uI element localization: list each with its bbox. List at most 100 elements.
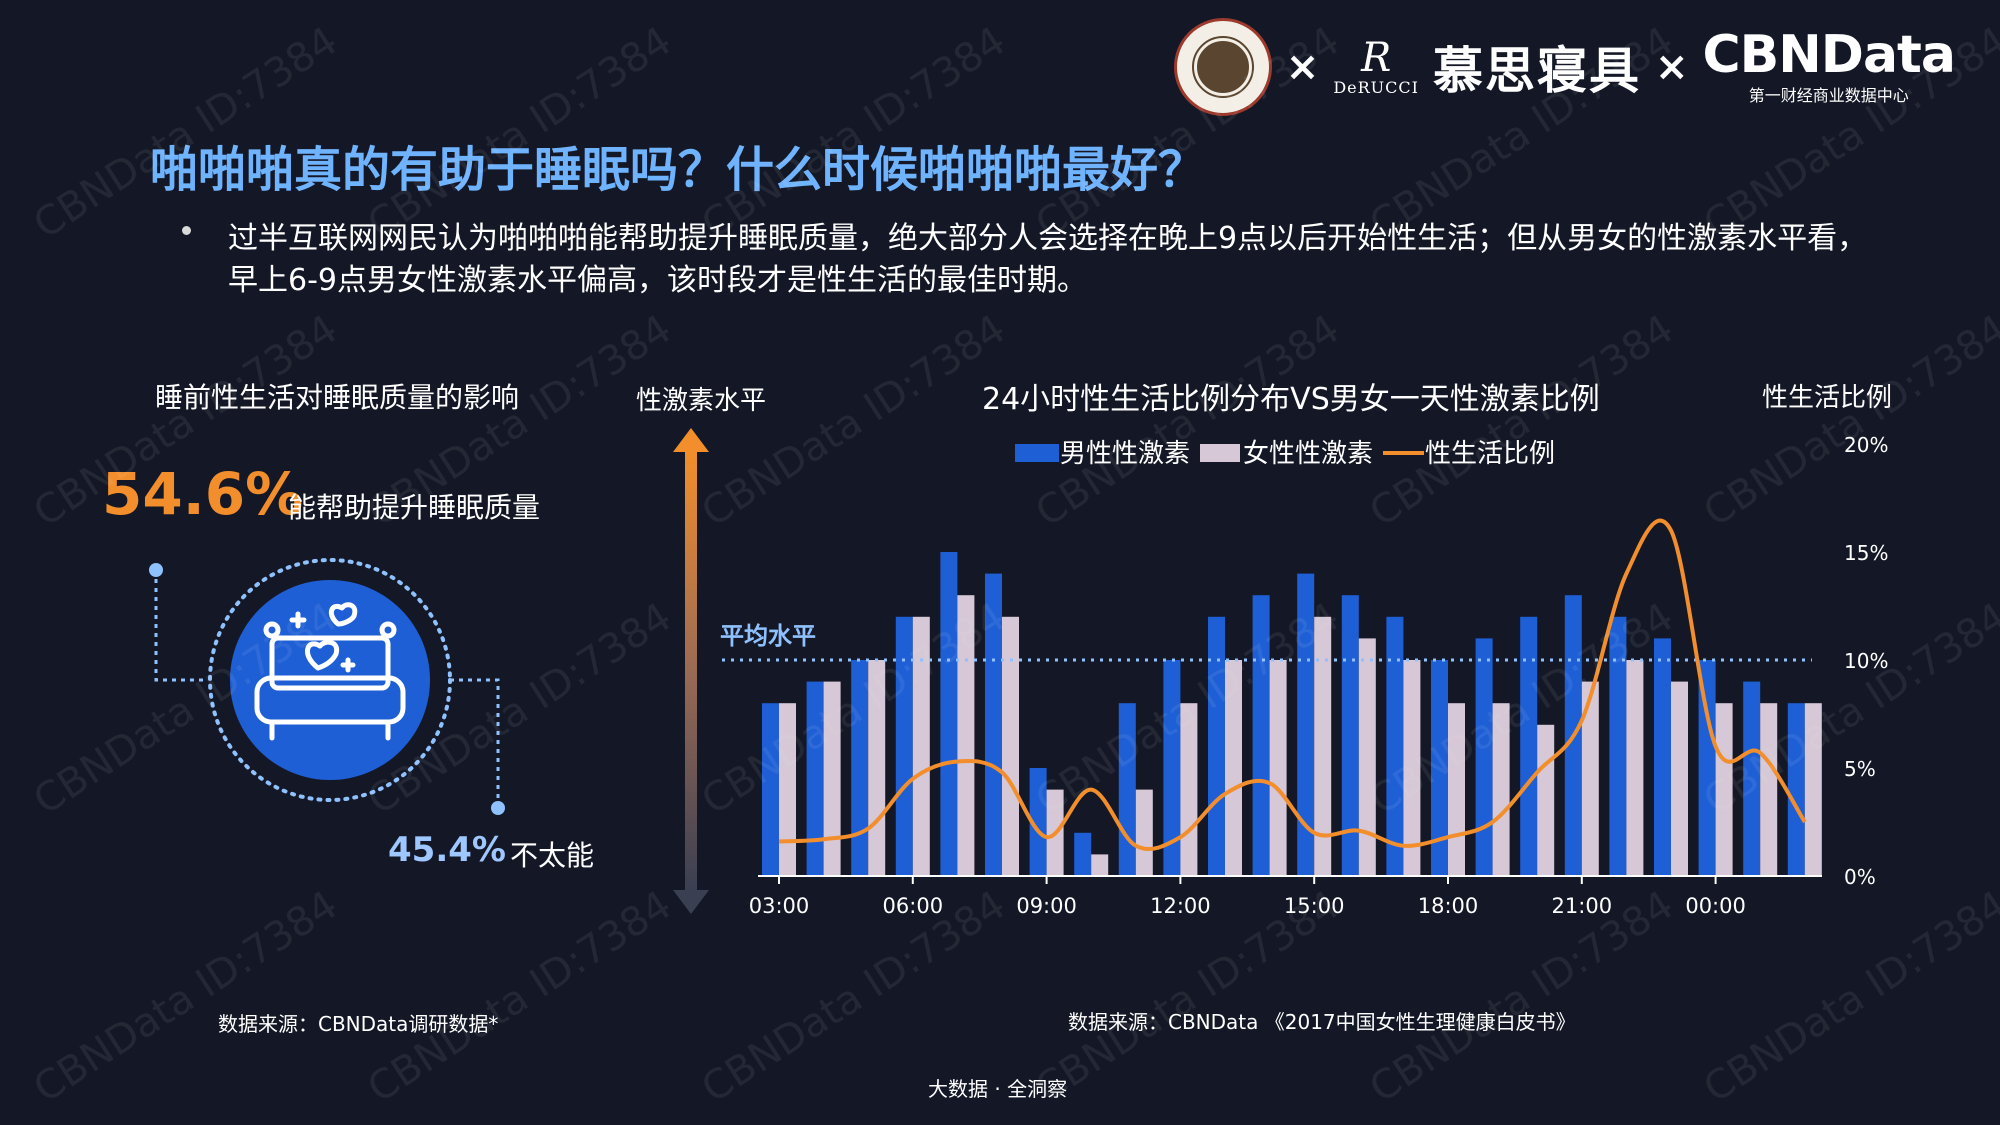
female-bar-04:00 — [823, 681, 841, 876]
source-note-left: 数据来源：CBNData调研数据* — [218, 1012, 499, 1036]
male-bar-17:00 — [1386, 616, 1404, 876]
survey-title: 睡前性生活对睡眠质量的影响 — [155, 381, 520, 414]
female-bar-02:00 — [1804, 703, 1822, 876]
cbndata-subtitle: 第一财经商业数据中心 — [1748, 86, 1909, 105]
activity-line — [778, 518, 1807, 851]
chart-title: 24小时性生活比例分布VS男女一天性激素比例 — [982, 382, 1600, 417]
no-label: 不太能 — [510, 839, 595, 872]
female-bar-07:00 — [957, 595, 975, 876]
female-bar-14:00 — [1269, 660, 1287, 876]
legend-label-male: 男性性激素 — [1060, 439, 1190, 469]
x-tick-label: 12:00 — [1150, 894, 1211, 918]
male-bar-07:00 — [940, 552, 958, 876]
chart-legend: 男性性激素 女性性激素 性生活比例 — [1015, 439, 1555, 469]
female-bar-13:00 — [1225, 660, 1242, 876]
male-bar-05:00 — [851, 660, 869, 876]
hormone-level-arrow — [673, 428, 709, 914]
female-bar-22:00 — [1626, 660, 1644, 876]
male-bar-03:00 — [762, 703, 779, 876]
no-connector-dot — [491, 801, 505, 815]
male-bar-02:00 — [1787, 703, 1805, 876]
female-bar-11:00 — [1135, 789, 1153, 876]
legend-label-female: 女性性激素 — [1243, 439, 1373, 469]
female-bar-18:00 — [1448, 703, 1465, 876]
x-axis-ticks: 03:00 06:00 09:00 12:00 15:00 18:00 21:00 00:00 — [749, 876, 1746, 918]
times-sign: × — [1654, 44, 1689, 90]
male-bar-01:00 — [1743, 681, 1761, 876]
no-connector — [450, 678, 500, 808]
male-bar-12:00 — [1163, 660, 1181, 876]
female-bar-19:00 — [1492, 703, 1510, 876]
right-axis-ticks: 0% 5% 10% 15% 20% — [1844, 433, 1888, 889]
legend-swatch-male — [1015, 444, 1059, 462]
no-percentage: 45.4% — [388, 830, 506, 870]
male-bar-20:00 — [1520, 616, 1538, 876]
male-bar-23:00 — [1654, 638, 1671, 876]
legend-label-line: 性生活比例 — [1425, 439, 1555, 469]
survey-graphic — [149, 558, 505, 815]
female-bar-16:00 — [1358, 638, 1376, 876]
derucci-mark: R — [1361, 34, 1392, 81]
x-tick-label: 06:00 — [883, 894, 944, 918]
male-bar-04:00 — [806, 681, 824, 876]
cbndata-wordmark: CBNData — [1702, 25, 1956, 85]
dotted-ring — [208, 558, 452, 802]
average-level-label: 平均水平 — [720, 622, 816, 650]
right-axis-label: 性生活比例 — [1762, 383, 1892, 413]
female-bar-23:00 — [1671, 681, 1688, 876]
female-bar-17:00 — [1403, 660, 1421, 876]
page-title: 啪啪啪真的有助于睡眠吗？什么时候啪啪啪最好？ — [150, 142, 1207, 198]
footer-tagline: 大数据 · 全洞察 — [928, 1077, 1068, 1101]
female-bar-06:00 — [912, 616, 930, 876]
x-tick-label: 21:00 — [1552, 894, 1613, 918]
female-bar-08:00 — [1002, 616, 1019, 876]
female-bar-21:00 — [1581, 681, 1599, 876]
times-sign: × — [1285, 44, 1320, 90]
female-bar-10:00 — [1091, 854, 1109, 876]
female-bar-15:00 — [1314, 616, 1332, 876]
right-tick-label: 0% — [1844, 865, 1876, 889]
summary-text: 过半互联网网民认为啪啪啪能帮助提升睡眠质量，绝大部分人会选择在晚上9点以后开始性… — [228, 221, 1868, 298]
x-tick-label: 00:00 — [1685, 894, 1746, 918]
female-bar-00:00 — [1715, 703, 1733, 876]
x-tick-label: 09:00 — [1016, 894, 1077, 918]
x-tick-label: 03:00 — [749, 894, 810, 918]
male-bar-09:00 — [1029, 768, 1047, 876]
male-bar-11:00 — [1118, 703, 1136, 876]
brand-name-cn: 慕思寝具 — [1432, 41, 1641, 100]
yes-label: 能帮助提升睡眠质量 — [288, 491, 541, 524]
source-note-right: 数据来源：CBNData 《2017中国女性生理健康白皮书》 — [1068, 1010, 1576, 1034]
male-bar-08:00 — [985, 573, 1002, 876]
right-tick-label: 10% — [1844, 649, 1888, 673]
yes-connector-dot — [149, 563, 163, 577]
male-bar-13:00 — [1208, 616, 1225, 876]
x-tick-label: 15:00 — [1284, 894, 1345, 918]
male-bar-14:00 — [1252, 595, 1270, 876]
male-bar-19:00 — [1475, 638, 1493, 876]
female-bar-05:00 — [868, 660, 886, 876]
bar-group — [762, 552, 1822, 876]
female-bar-12:00 — [1180, 703, 1198, 876]
derucci-text: DeRUCCI — [1333, 77, 1419, 97]
bed-hearts-icon — [254, 602, 406, 741]
male-bar-15:00 — [1297, 573, 1315, 876]
male-bar-10:00 — [1074, 832, 1092, 876]
cbndata-logo: CBNData 第一财经商业数据中心 — [1702, 25, 1956, 106]
left-axis-label: 性激素水平 — [636, 386, 766, 416]
legend-swatch-female — [1200, 444, 1240, 462]
derucci-logo: R DeRUCCI — [1333, 38, 1419, 97]
x-tick-label: 18:00 — [1418, 894, 1479, 918]
yes-connector — [154, 570, 206, 682]
male-bar-16:00 — [1341, 595, 1359, 876]
right-tick-label: 20% — [1844, 433, 1888, 457]
right-tick-label: 5% — [1844, 757, 1876, 781]
male-bar-22:00 — [1609, 616, 1627, 876]
male-bar-00:00 — [1698, 660, 1716, 876]
sleep-society-seal-icon — [1173, 18, 1272, 116]
right-tick-label: 15% — [1844, 541, 1888, 565]
partner-logos: × R DeRUCCI 慕思寝具 × CBNData 第一财经商业数据中心 — [1173, 18, 1956, 116]
bullet-dot — [182, 226, 191, 235]
male-bar-06:00 — [895, 616, 913, 876]
female-bar-03:00 — [779, 703, 796, 876]
